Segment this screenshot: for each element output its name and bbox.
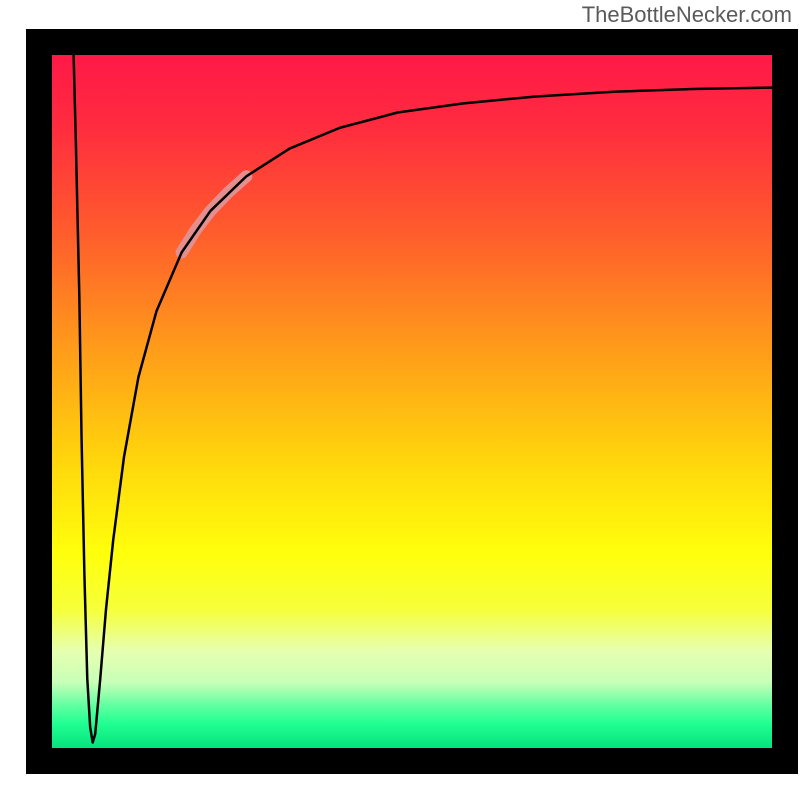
highlight-segment bbox=[182, 176, 247, 252]
chart-root: { "watermark": { "text": "TheBottleNecke… bbox=[0, 0, 800, 800]
main-curve bbox=[74, 55, 772, 742]
chart-curve-layer bbox=[52, 55, 772, 748]
watermark-text: TheBottleNecker.com bbox=[582, 2, 792, 28]
